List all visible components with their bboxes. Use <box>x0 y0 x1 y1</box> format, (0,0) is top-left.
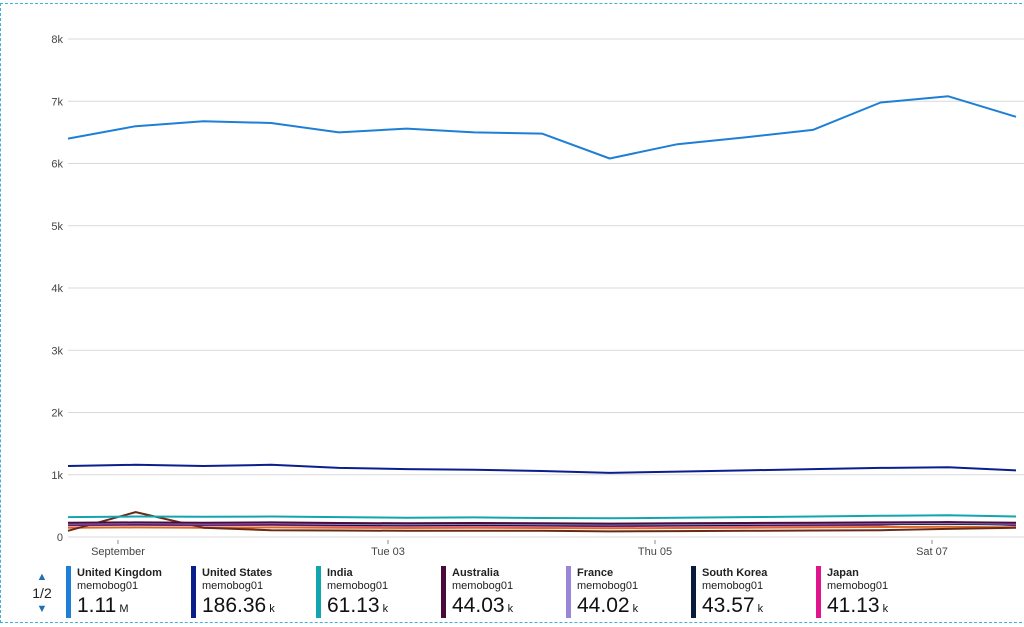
chart-frame <box>0 3 1022 623</box>
legend-total-value: 44.02 <box>577 594 630 617</box>
y-tick-label: 8k <box>51 34 63 46</box>
legend-color-swatch <box>816 566 821 618</box>
chart-legend: ▲ 1/2 ▼ United Kingdom memobog01 1.11 M Unit… <box>28 566 1024 624</box>
y-tick-label: 2k <box>51 408 63 420</box>
series-line-united-states <box>67 463 1017 474</box>
legend-color-swatch <box>66 566 71 618</box>
x-tick-label: Thu 05 <box>638 546 672 558</box>
series-line-india <box>67 514 1017 520</box>
legend-series-name: United Kingdom <box>77 567 162 579</box>
legend-series-name: South Korea <box>702 567 768 579</box>
legend-color-swatch <box>566 566 571 618</box>
y-tick-label: 1k <box>51 470 63 482</box>
legend-pager: ▲ 1/2 ▼ <box>30 570 54 626</box>
legend-total-unit: k <box>882 603 889 615</box>
x-tick-label: Sat 07 <box>916 546 948 558</box>
legend-series-total: 186.36 k <box>202 594 275 621</box>
legend-color-swatch <box>691 566 696 618</box>
legend-series-total: 44.02 k <box>577 594 638 621</box>
legend-total-value: 186.36 <box>202 594 267 617</box>
legend-text: France memobog01 44.02 k <box>577 567 638 621</box>
legend-text: Australia memobog01 44.03 k <box>452 567 513 621</box>
y-tick-label: 5k <box>51 221 63 233</box>
legend-total-unit: k <box>269 603 275 615</box>
legend-item-united-kingdom[interactable]: United Kingdom memobog01 1.11 M <box>66 566 184 620</box>
series-line-other <box>67 511 1017 533</box>
legend-series-source: memobog01 <box>202 580 264 592</box>
legend-page-indicator: 1/2 <box>32 585 52 601</box>
legend-total-value: 41.13 <box>827 594 880 617</box>
series-line-united-kingdom <box>67 95 1017 160</box>
y-tick-label: 7k <box>51 96 63 108</box>
legend-item-japan[interactable]: Japan memobog01 41.13 k <box>816 566 934 620</box>
legend-series-source: memobog01 <box>452 580 514 592</box>
legend-series-name: United States <box>202 567 273 579</box>
legend-item-south-korea[interactable]: South Korea memobog01 43.57 k <box>691 566 809 620</box>
legend-color-swatch <box>316 566 321 618</box>
legend-total-value: 44.03 <box>452 594 505 617</box>
legend-text: South Korea memobog01 43.57 k <box>702 567 767 621</box>
legend-color-swatch <box>191 566 196 618</box>
legend-total-unit: k <box>382 603 389 615</box>
legend-total-unit: k <box>507 603 514 615</box>
legend-series-source: memobog01 <box>827 580 889 592</box>
legend-series-total: 44.03 k <box>452 594 513 621</box>
x-axis-ticks: September Tue 03 Thu 05 Sat 07 <box>91 540 948 558</box>
legend-series-total: 1.11 M <box>77 594 162 621</box>
chevron-up-icon[interactable]: ▲ <box>36 571 48 583</box>
y-tick-label: 0 <box>57 532 63 544</box>
legend-series-total: 61.13 k <box>327 594 388 621</box>
legend-item-france[interactable]: France memobog01 44.02 k <box>566 566 684 620</box>
legend-item-india[interactable]: India memobog01 61.13 k <box>316 566 434 620</box>
gridlines <box>68 38 1024 538</box>
legend-series-source: memobog01 <box>702 580 764 592</box>
legend-total-value: 43.57 <box>702 594 755 617</box>
legend-text: India memobog01 61.13 k <box>327 567 388 621</box>
legend-series-name: France <box>577 567 614 579</box>
legend-text: United Kingdom memobog01 1.11 M <box>77 567 162 621</box>
x-tick-label: September <box>91 546 145 558</box>
legend-text: Japan memobog01 41.13 k <box>827 567 888 621</box>
y-tick-label: 4k <box>51 283 63 295</box>
legend-total-unit: k <box>757 603 764 615</box>
legend-series-name: India <box>327 567 353 579</box>
legend-series-source: memobog01 <box>577 580 639 592</box>
y-tick-label: 6k <box>51 159 63 171</box>
legend-color-swatch <box>441 566 446 618</box>
y-tick-label: 3k <box>51 345 63 357</box>
series-lines <box>67 95 1017 533</box>
series-line-australia <box>67 521 1017 525</box>
legend-text: United States memobog01 186.36 k <box>202 567 275 621</box>
x-tick-label: Tue 03 <box>371 546 405 558</box>
legend-total-unit: k <box>632 603 639 615</box>
legend-series-total: 43.57 k <box>702 594 767 621</box>
legend-series-source: memobog01 <box>77 580 139 592</box>
legend-item-australia[interactable]: Australia memobog01 44.03 k <box>441 566 559 620</box>
y-axis-ticks: 0 1k 2k 3k 4k 5k 6k 7k 8k <box>51 34 63 544</box>
legend-series-name: Australia <box>452 567 500 579</box>
legend-item-united-states[interactable]: United States memobog01 186.36 k <box>191 566 309 620</box>
legend-series-source: memobog01 <box>327 580 389 592</box>
legend-series-name: Japan <box>827 567 859 579</box>
legend-total-value: 61.13 <box>327 594 380 617</box>
legend-total-value: 1.11 <box>77 594 117 617</box>
legend-total-unit: M <box>119 603 129 615</box>
legend-series-total: 41.13 k <box>827 594 888 621</box>
chevron-down-icon[interactable]: ▼ <box>36 603 48 615</box>
